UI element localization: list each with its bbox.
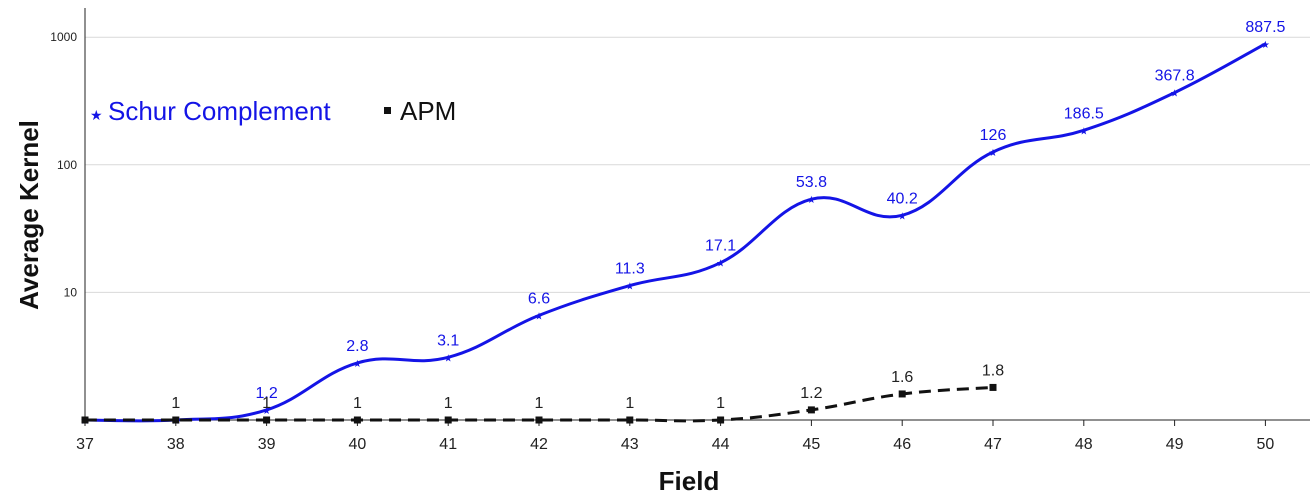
point-apm [989,383,997,391]
legend: ★ Schur Complement APM [90,96,456,126]
data-label-apm: 1 [171,395,180,412]
point-schur-complement: ★ [716,259,725,270]
data-label-apm: 1.8 [982,362,1004,379]
data-label-schur-complement: 17.1 [705,238,736,255]
data-label-apm: 1.6 [891,369,913,386]
y-ticks: 10 100 1000 [50,30,77,299]
data-label-schur-complement: 887.5 [1245,19,1285,36]
x-tick-label: 45 [803,436,821,453]
point-schur-complement: ★ [989,148,998,159]
point-apm [353,416,361,424]
point-schur-complement: ★ [262,406,271,417]
point-apm [444,416,452,424]
x-tick-label: 41 [439,436,457,453]
point-schur-complement: ★ [535,311,544,322]
series-line-schur-complement [84,42,1267,423]
x-ticks: 37 38 39 40 41 42 43 44 45 46 47 48 49 50 [76,420,1274,453]
data-label-schur-complement: 2.8 [346,338,368,355]
point-apm [81,416,89,424]
x-tick-label: 50 [1257,436,1275,453]
y-tick-label: 100 [57,158,77,172]
x-tick-label: 49 [1166,436,1184,453]
x-tick-label: 39 [258,436,276,453]
x-tick-label: 43 [621,436,639,453]
x-tick-label: 46 [893,436,911,453]
data-label-schur-complement: 53.8 [796,174,827,191]
y-axis-title: Average Kernel [14,120,44,310]
point-schur-complement: ★ [1170,89,1179,100]
point-apm [263,416,271,424]
x-tick-label: 44 [712,436,730,453]
y-tick-label: 1000 [50,30,77,44]
point-schur-complement: ★ [898,211,907,222]
point-apm [717,416,725,424]
data-label-schur-complement: 367.8 [1155,68,1195,85]
point-schur-complement: ★ [807,195,816,206]
x-tick-label: 47 [984,436,1002,453]
data-label-apm: 1.2 [800,385,822,402]
data-label-apm: 1 [625,395,634,412]
data-label-schur-complement: 3.1 [437,332,459,349]
legend-marker-schur: ★ [90,108,103,124]
data-label-schur-complement: 186.5 [1064,105,1104,122]
x-axis-title: Field [659,466,720,496]
data-label-schur-complement: 6.6 [528,290,550,307]
point-apm [807,406,815,414]
axes [84,8,1310,421]
gridlines [85,36,1310,293]
series-lines: ★★★★★★★★★★★★★★ [81,40,1270,427]
data-labels: 1.2 2.8 3.1 6.6 11.3 17.1 53.8 40.2 126 186.5 367.… [171,19,1285,412]
point-schur-complement: ★ [1261,40,1270,51]
point-schur-complement: ★ [1079,126,1088,137]
data-label-apm: 1 [535,395,544,412]
data-label-schur-complement: 126 [980,127,1007,144]
data-label-schur-complement: 11.3 [615,261,645,278]
data-label-apm: 1 [353,395,362,412]
data-label-apm: 1 [444,395,453,412]
x-tick-label: 37 [76,436,94,453]
point-apm [898,390,906,398]
data-label-apm: 1 [716,395,725,412]
data-label-schur-complement: 1.2 [255,385,277,402]
x-tick-label: 48 [1075,436,1093,453]
x-tick-label: 38 [167,436,185,453]
point-apm [172,416,180,424]
y-tick-label: 10 [64,285,78,299]
point-schur-complement: ★ [625,282,634,293]
legend-label-apm: APM [400,96,456,126]
x-tick-label: 40 [349,436,367,453]
x-tick-label: 42 [530,436,548,453]
point-schur-complement: ★ [444,353,453,364]
point-schur-complement: ★ [353,359,362,370]
point-apm [626,416,634,424]
data-label-schur-complement: 40.2 [887,190,918,207]
series-line-apm [84,385,994,423]
data-label-apm: 1 [262,395,271,412]
legend-marker-apm [384,107,391,114]
point-apm [535,416,543,424]
legend-label-schur: Schur Complement [108,96,331,126]
